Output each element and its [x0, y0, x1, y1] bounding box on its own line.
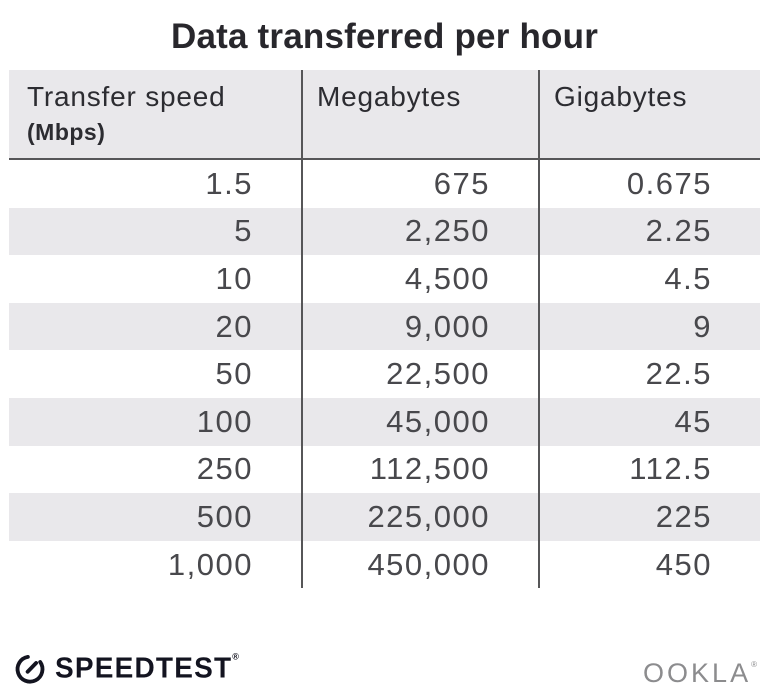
cell-megabytes: 9,000	[303, 302, 540, 351]
cell-gigabytes: 9	[693, 308, 712, 344]
data-table: Transfer speed (Mbps) Megabytes Gigabyte…	[9, 70, 760, 589]
cell-speed: 50	[9, 350, 303, 398]
cell-megabytes: 675	[303, 160, 540, 208]
cell-megabytes: 22,500	[303, 350, 540, 398]
header-megabytes: Megabytes	[303, 70, 540, 158]
cell-speed: 1.5	[9, 160, 303, 208]
table-row: 20 9,000 9	[9, 302, 760, 351]
cell-megabytes: 2,250	[303, 207, 540, 256]
table-header-row: Transfer speed (Mbps) Megabytes Gigabyte…	[9, 70, 760, 160]
registered-mark: ®	[232, 651, 239, 662]
cell-speed: 10	[9, 255, 303, 303]
cell-gigabytes: 112.5	[629, 451, 712, 487]
cell-speed: 500	[9, 493, 303, 541]
cell-speed: 20	[9, 302, 303, 351]
cell-speed: 250	[9, 445, 303, 494]
cell-gigabytes: 0.675	[626, 165, 712, 201]
table-row: 100 45,000 45	[9, 397, 760, 446]
header-mbps-unit: (Mbps)	[27, 119, 106, 145]
speedtest-logo: SPEEDTEST®	[13, 651, 239, 685]
table-row: 1.5 675 0.675	[9, 160, 760, 208]
registered-mark: ®	[751, 660, 757, 669]
header-gigabytes: Gigabytes	[554, 81, 688, 112]
cell-gigabytes: 4.5	[664, 260, 712, 296]
cell-megabytes: 112,500	[303, 445, 540, 494]
cell-megabytes: 4,500	[303, 255, 540, 303]
table-row: 250 112,500 112.5	[9, 445, 760, 494]
table-row: 5 2,250 2.25	[9, 207, 760, 256]
cell-gigabytes: 22.5	[645, 356, 712, 392]
cell-speed: 1,000	[9, 540, 303, 589]
page-title: Data transferred per hour	[170, 17, 599, 56]
table-row: 50 22,500 22.5	[9, 350, 760, 398]
speedtest-wordmark: SPEEDTEST®	[55, 651, 239, 684]
cell-megabytes: 225,000	[303, 493, 540, 541]
cell-gigabytes: 45	[674, 403, 712, 439]
speedtest-gauge-icon	[13, 651, 47, 685]
cell-gigabytes: 225	[655, 498, 712, 534]
cell-gigabytes: 450	[655, 546, 712, 582]
table-row: 1,000 450,000 450	[9, 540, 760, 589]
table-body: 1.5 675 0.675 5 2,250 2.25 10 4,500 4.5 …	[9, 160, 760, 589]
cell-megabytes: 450,000	[303, 540, 540, 589]
cell-speed: 5	[9, 207, 303, 256]
table-row: 10 4,500 4.5	[9, 255, 760, 303]
header-transfer-speed-label: Transfer speed	[27, 81, 226, 112]
cell-speed: 100	[9, 397, 303, 446]
ookla-logo: OOKLA®	[643, 658, 757, 688]
cell-gigabytes: 2.25	[645, 213, 712, 249]
header-transfer-speed: Transfer speed (Mbps)	[9, 70, 303, 158]
cell-megabytes: 45,000	[303, 397, 540, 446]
table-row: 500 225,000 225	[9, 493, 760, 541]
